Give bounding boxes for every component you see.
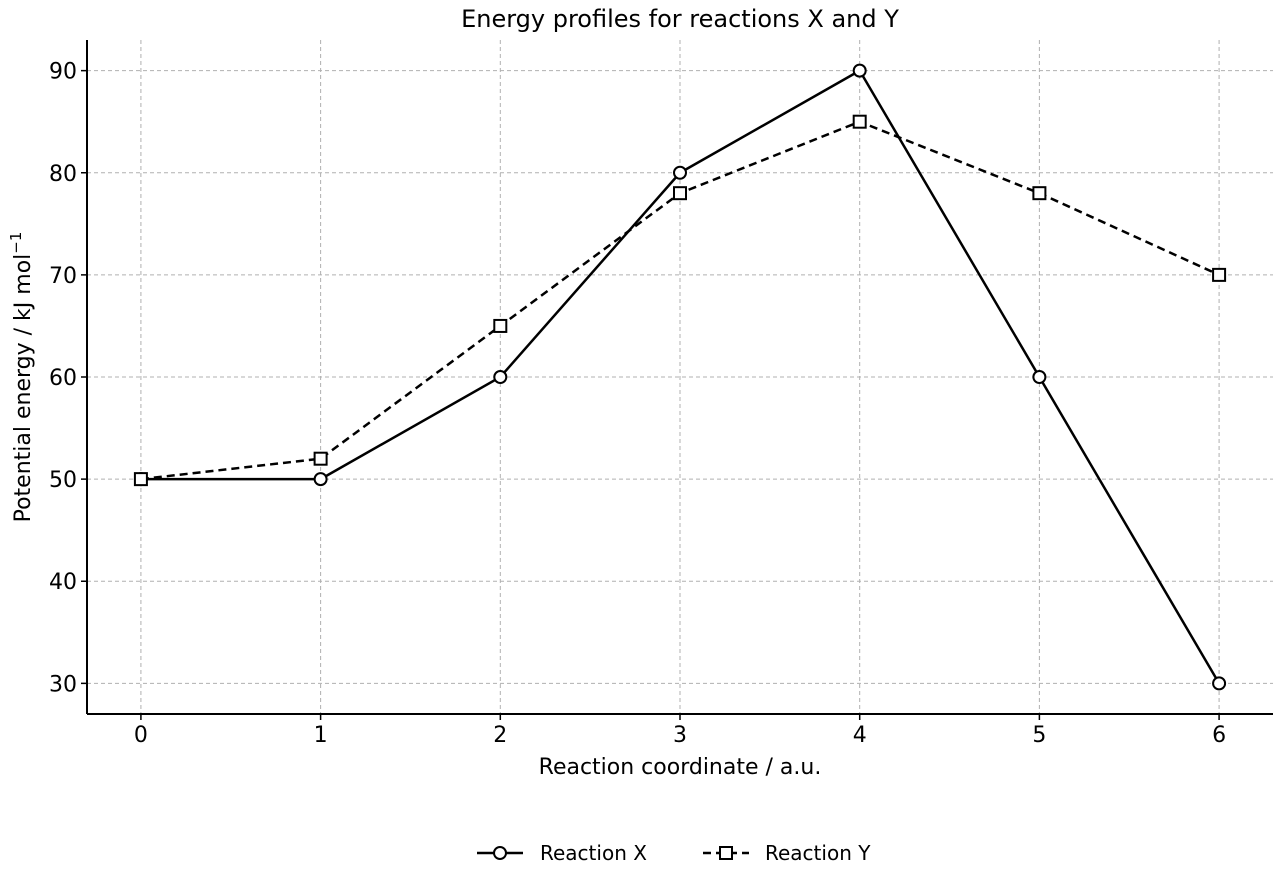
data-point-reaction-x <box>673 165 687 180</box>
legend-item-reaction-y: Reaction Y <box>703 841 871 865</box>
chart-title: Energy profiles for reactions X and Y <box>461 5 899 33</box>
y-tick-label: 40 <box>49 570 77 595</box>
y-tick-label: 80 <box>49 162 77 187</box>
legend-label-reaction-x: Reaction X <box>540 841 647 865</box>
data-point-reaction-x <box>1032 370 1047 384</box>
data-point-reaction-y <box>313 451 328 466</box>
x-tick-label: 1 <box>314 723 328 748</box>
data-point-reaction-y <box>1212 267 1227 282</box>
legend-label-reaction-y: Reaction Y <box>765 841 871 865</box>
x-tick-label: 0 <box>134 723 148 748</box>
y-tick-label: 50 <box>49 468 77 493</box>
x-axis-title: Reaction coordinate / a.u. <box>539 755 822 780</box>
data-point-reaction-x <box>852 63 867 78</box>
data-point-reaction-y <box>1032 186 1047 201</box>
y-axis-title-superscript: −1 <box>7 232 25 254</box>
y-axis-title-main: Potential energy / kJ mol <box>11 254 36 523</box>
x-tick-label: 6 <box>1212 723 1226 748</box>
y-tick-label: 30 <box>49 672 77 697</box>
data-point-reaction-y <box>673 186 687 201</box>
y-ticks: 30 40 50 60 70 80 90 <box>49 60 87 697</box>
legend: Reaction X Reaction Y <box>477 841 871 865</box>
data-point-reaction-y <box>133 472 148 487</box>
y-tick-label: 70 <box>49 264 77 289</box>
data-point-reaction-y <box>493 318 508 333</box>
x-ticks: 0 1 2 3 4 5 6 <box>134 714 1226 748</box>
data-point-reaction-y <box>852 114 867 129</box>
x-tick-label: 2 <box>493 723 507 748</box>
data-point-reaction-x <box>1212 676 1227 691</box>
x-tick-label: 5 <box>1032 723 1046 748</box>
legend-item-reaction-x: Reaction X <box>477 841 647 865</box>
series-group <box>133 63 1227 691</box>
x-tick-label: 3 <box>673 723 687 748</box>
y-axis-title: Potential energy / kJ mol−1 <box>7 232 36 523</box>
x-tick-label: 4 <box>853 723 867 748</box>
legend-marker-square-icon <box>719 846 733 860</box>
y-tick-label: 60 <box>49 366 77 391</box>
data-point-reaction-x <box>313 472 328 487</box>
y-tick-label: 90 <box>49 60 77 85</box>
data-point-reaction-x <box>493 370 508 384</box>
legend-marker-circle-icon <box>493 846 507 860</box>
grid <box>87 40 1273 714</box>
